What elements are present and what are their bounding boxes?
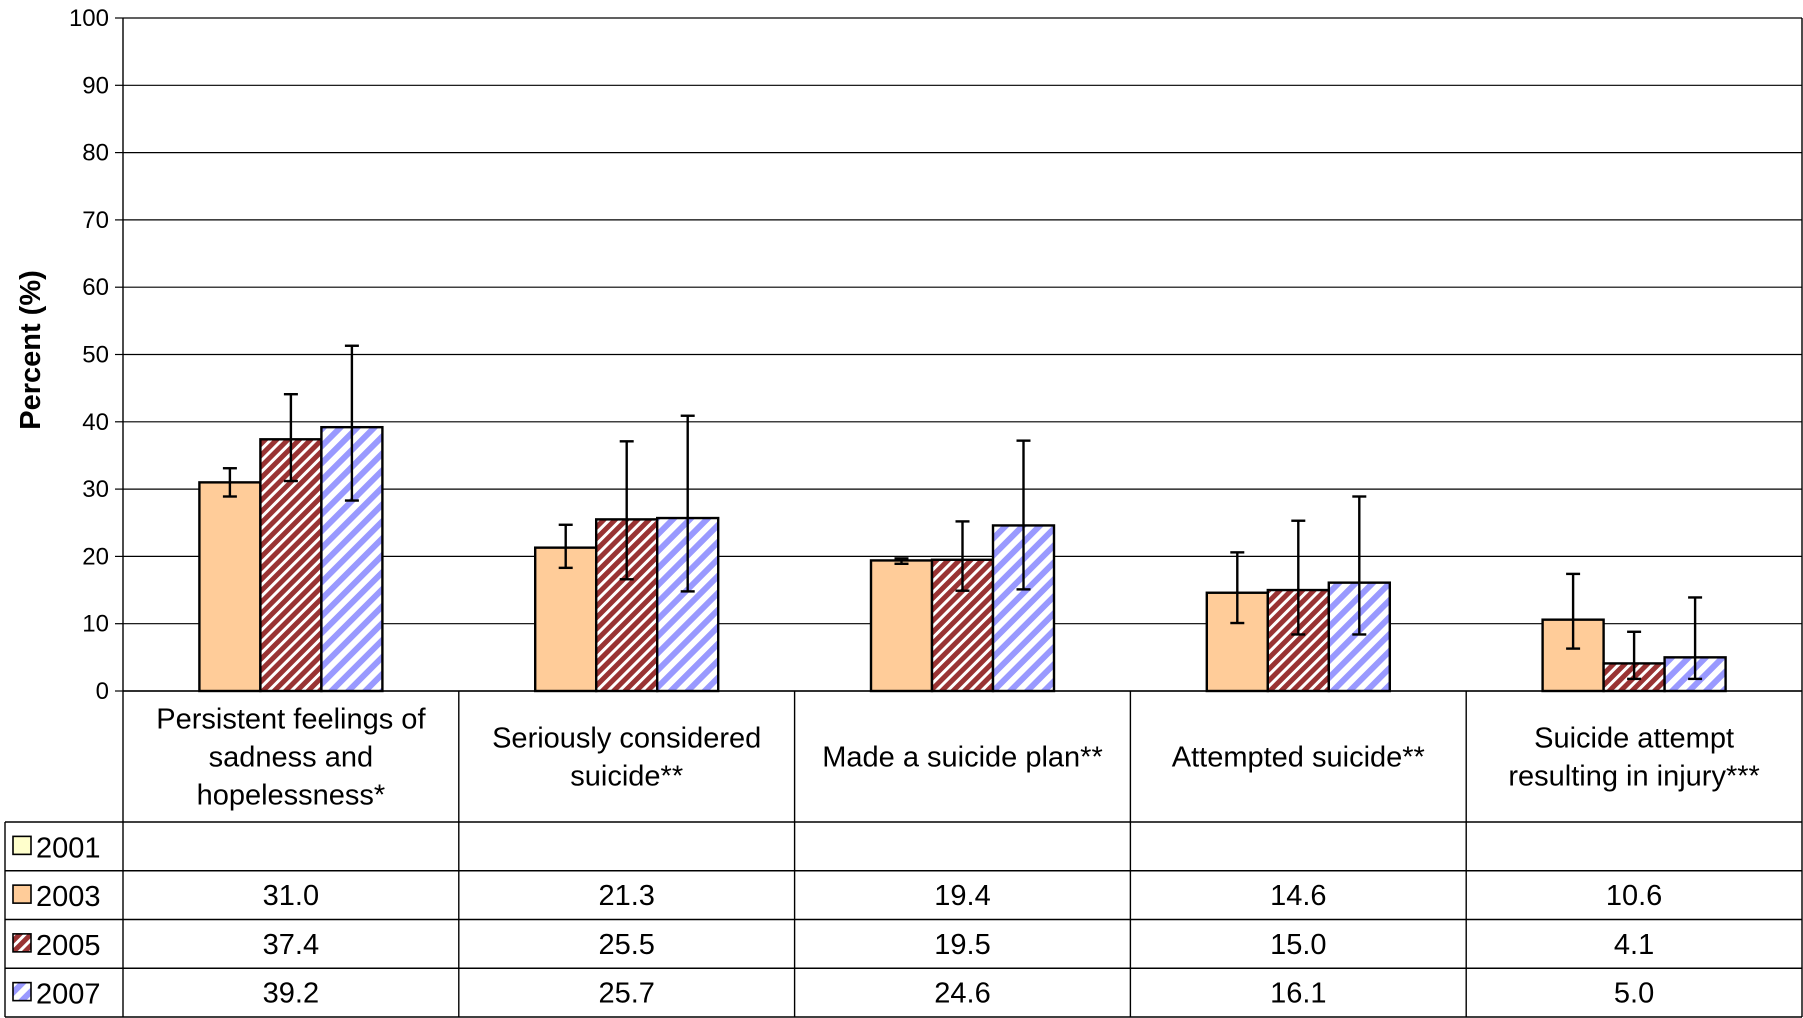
error-bar-2007-4 [1352,495,1367,636]
bar-2003-1 [198,481,262,693]
y-axis-title: Percent (%) [15,270,47,430]
y-tick-label: 60 [82,274,109,301]
category-label: Suicide attempt resulting in injury*** [1508,723,1759,793]
y-tick-label: 90 [82,72,109,99]
table-cell-2007-2: 25.7 [598,978,654,1010]
category-label: Seriously considered suicide** [492,723,761,793]
y-tick-label: 70 [82,207,109,234]
table-cell-2007-1: 39.2 [263,978,319,1010]
table-cell-2007-3: 24.6 [934,978,990,1010]
y-tick-label: 0 [96,678,109,705]
error-bar-2003-5 [1566,572,1581,650]
table-cell-2007-4: 16.1 [1270,978,1326,1010]
category-label: Made a suicide plan** [822,742,1103,774]
y-tick-label: 80 [82,140,109,167]
y-tick-label: 40 [82,409,109,436]
table-cell-2005-3: 19.5 [934,929,990,961]
table-cell-2007-5: 5.0 [1614,978,1654,1010]
table-cell-2003-1: 31.0 [263,880,319,912]
category-label: Attempted suicide** [1172,742,1425,774]
error-bar-2003-1 [222,467,237,498]
error-bar-2003-3 [894,557,909,566]
y-tick-label: 30 [82,476,109,503]
legend-label-2003: 2003 [36,881,101,913]
error-bars [222,344,1703,681]
error-bar-2005-3 [955,520,970,592]
error-bar-2005-2 [619,440,634,581]
category-label: Persistent feelings of sadness and hopeles… [156,704,426,812]
legend-label-2005: 2005 [36,930,101,962]
error-bar-2007-1 [344,344,359,502]
table-cell-2003-3: 19.4 [934,880,990,912]
legend-key-2001 [12,835,32,856]
table-cell-2005-5: 4.1 [1614,929,1654,961]
y-tick-label: 20 [82,543,109,570]
y-tick-label: 50 [82,342,109,369]
y-tick-label: 10 [82,611,109,638]
bars [123,425,1802,693]
error-bar-2005-4 [1291,519,1306,636]
data-table: Persistent feelings of sadness and hopeles… [4,691,1803,1018]
y-tick-label: 100 [69,5,109,32]
legend-key-2003 [12,884,32,904]
error-bar-2007-5 [1688,596,1703,681]
legend-key-2007 [12,981,32,1002]
legend-label-2007: 2007 [36,979,101,1011]
table-cell-2005-1: 37.4 [263,929,319,961]
y-axis: 0 10 20 30 40 50 60 70 80 90 100 [69,5,1803,705]
error-bar-2005-1 [283,393,298,483]
table-cell-2003-2: 21.3 [598,880,654,912]
legend-label-2001: 2001 [36,832,101,864]
error-bar-2003-2 [558,523,573,570]
bar-2003-2 [534,546,598,693]
error-bar-2007-3 [1016,439,1031,591]
table-cell-2005-4: 15.0 [1270,929,1326,961]
legend-key-2005 [12,933,32,953]
error-bar-2005-5 [1627,630,1642,681]
bar-2003-3 [869,559,934,693]
table-cell-2005-2: 25.5 [598,929,654,961]
error-bar-2003-4 [1230,551,1245,625]
table-cell-2003-5: 10.6 [1606,880,1662,912]
table-cell-2003-4: 14.6 [1270,880,1326,912]
gridlines [123,17,1802,692]
error-bar-2007-2 [680,414,695,593]
